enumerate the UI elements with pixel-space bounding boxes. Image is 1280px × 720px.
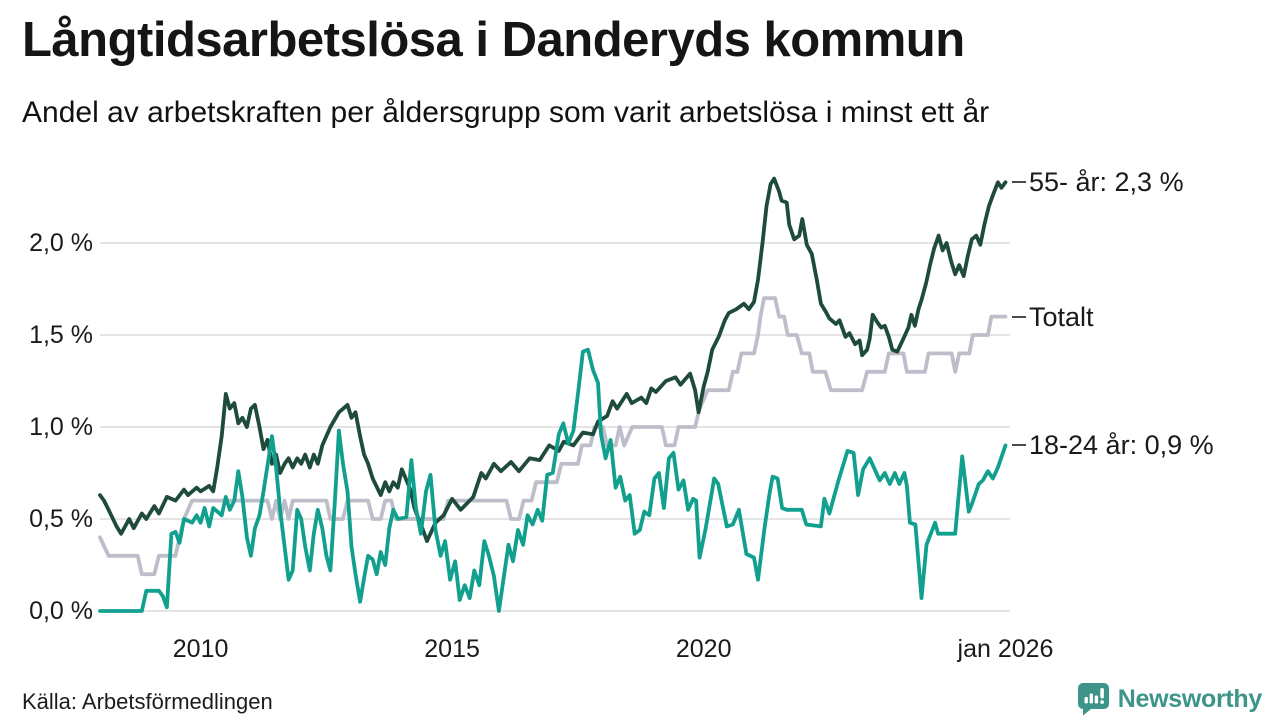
series-line-18-24-r [98, 347, 1008, 613]
series-end-label-55-text: 55- år: 2,3 % [1029, 167, 1184, 197]
x-axis-tick-label: 2020 [676, 635, 732, 663]
series-end-label-55: 55- år: 2,3 % [1012, 166, 1184, 198]
x-axis-tick-label: 2010 [173, 635, 229, 663]
newsworthy-brand: Newsworthy [1077, 682, 1262, 716]
source-note: Källa: Arbetsförmedlingen [22, 689, 273, 714]
y-axis-tick-label: 1,5 % [29, 321, 93, 349]
y-axis-tick-label: 2,0 % [29, 229, 93, 257]
series-end-label-totalt-text: Totalt [1029, 302, 1094, 332]
y-axis-tick-label: 0,5 % [29, 505, 93, 533]
y-axis-tick-label: 1,0 % [29, 413, 93, 441]
leader-dash-icon [1012, 315, 1026, 318]
newsworthy-logo-icon [1077, 683, 1109, 716]
series-end-label-18-24-text: 18-24 år: 0,9 % [1029, 430, 1214, 460]
x-axis-tick-label: 2015 [424, 635, 480, 663]
x-axis-tick-label: jan 2026 [957, 635, 1054, 663]
leader-dash-icon [1012, 443, 1026, 446]
newsworthy-brand-text: Newsworthy [1117, 684, 1263, 713]
chart-subtitle: Andel av arbetskraften per åldersgrupp s… [22, 96, 990, 129]
leader-dash-icon [1012, 180, 1026, 183]
series-line-totalt [98, 296, 1008, 577]
y-axis-tick-label: 0,0 % [29, 597, 93, 625]
series-line-55-r [98, 176, 1008, 543]
series-end-label-totalt: Totalt [1012, 301, 1094, 333]
series-end-label-18-24: 18-24 år: 0,9 % [1012, 429, 1214, 461]
page-title: Långtidsarbetslösa i Danderyds kommun [22, 13, 965, 67]
